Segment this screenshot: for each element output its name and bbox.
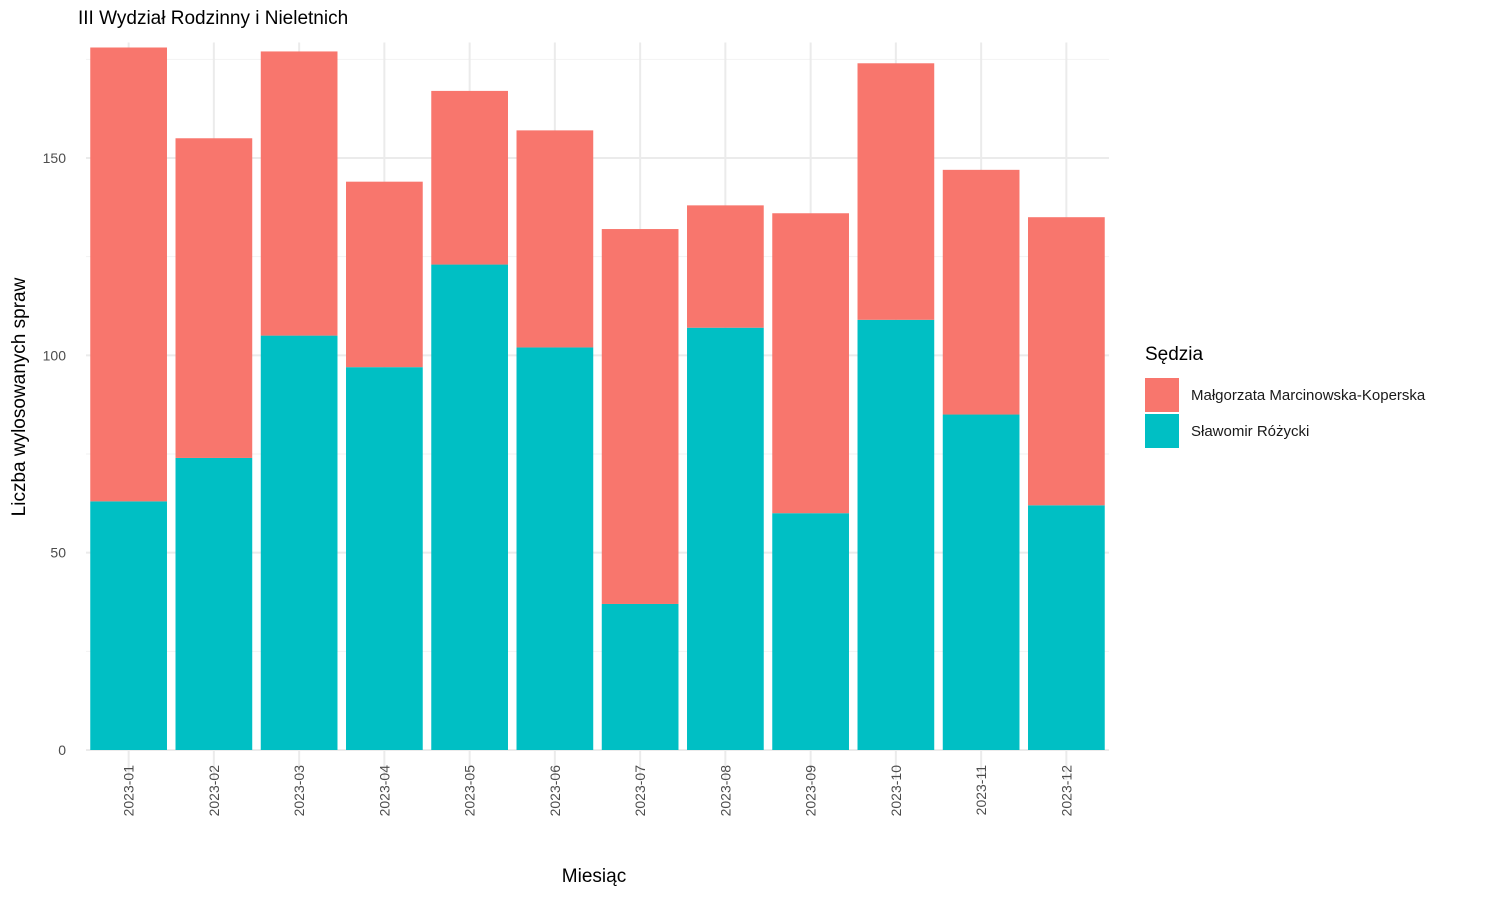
bar-2023-03-series-0	[260, 335, 338, 750]
bar-2023-01-series-1	[90, 47, 167, 502]
x-axis-label: Miesiąc	[561, 866, 627, 887]
bar-2023-08-series-1	[687, 205, 764, 328]
bar-2023-03-series-1	[260, 51, 338, 336]
x-axis-ticks: 2023-01 2023-02 2023-03 2023-04 2023-05 2023-…	[121, 765, 1075, 817]
x-tick-label: 2023-02	[206, 765, 222, 817]
bar-2023-09-series-0	[772, 513, 849, 750]
bar-2023-09-series-1	[772, 213, 849, 514]
bar-2023-01-series-0	[90, 501, 167, 750]
bar-2023-07-series-1	[601, 229, 679, 604]
legend-title: Sędzia	[1145, 344, 1204, 365]
chart-title: III Wydział Rodzinny i Nieletnich	[78, 8, 349, 29]
bar-2023-10-series-0	[857, 319, 935, 750]
y-axis-label: Liczba wylosowanych spraw	[9, 277, 30, 517]
legend: Sędzia Małgorzata Marcinowska-Koperska S…	[1145, 344, 1425, 450]
x-tick-label: 2023-04	[376, 765, 392, 817]
y-tick-label: 50	[50, 545, 66, 561]
legend-label-malgorzata: Małgorzata Marcinowska-Koperska	[1191, 386, 1426, 404]
bar-2023-06-series-1	[516, 130, 594, 348]
y-tick-label: 0	[58, 742, 66, 758]
bar-2023-11-series-1	[942, 169, 1020, 415]
bars	[90, 47, 1105, 750]
bar-2023-02-series-1	[175, 138, 253, 458]
bar-2023-11-series-0	[942, 414, 1020, 750]
x-tick-label: 2023-12	[1058, 765, 1074, 817]
bar-2023-04-series-0	[346, 367, 423, 750]
bar-2023-05-series-1	[431, 90, 508, 265]
x-tick-label: 2023-09	[803, 765, 819, 817]
bar-2023-06-series-0	[516, 347, 594, 750]
legend-key-malgorzata	[1145, 378, 1179, 412]
bar-2023-10-series-1	[857, 63, 935, 320]
bar-2023-12-series-0	[1028, 505, 1105, 750]
x-tick-label: 2023-01	[121, 765, 137, 817]
bar-2023-05-series-0	[431, 264, 508, 750]
x-tick-label: 2023-07	[632, 765, 648, 817]
x-tick-label: 2023-06	[547, 765, 563, 817]
y-tick-label: 150	[43, 150, 67, 166]
x-tick-label: 2023-08	[717, 765, 733, 817]
bar-2023-08-series-0	[687, 327, 764, 750]
bar-2023-12-series-1	[1028, 217, 1105, 506]
x-tick-label: 2023-10	[888, 765, 904, 817]
bar-2023-02-series-0	[175, 457, 253, 750]
legend-item-slawomir: Sławomir Różycki	[1145, 414, 1425, 448]
bar-2023-04-series-1	[346, 181, 423, 368]
legend-label-slawomir: Sławomir Różycki	[1191, 422, 1310, 440]
x-tick-label: 2023-03	[291, 765, 307, 817]
x-tick-label: 2023-05	[462, 765, 478, 817]
y-tick-label: 100	[43, 347, 67, 363]
legend-item-malgorzata: Małgorzata Marcinowska-Koperska	[1145, 378, 1425, 412]
x-tick-label: 2023-11	[973, 765, 989, 816]
legend-key-slawomir	[1145, 414, 1179, 448]
bar-2023-07-series-0	[601, 603, 679, 750]
y-axis-ticks: 0 50 100 150	[43, 150, 67, 758]
